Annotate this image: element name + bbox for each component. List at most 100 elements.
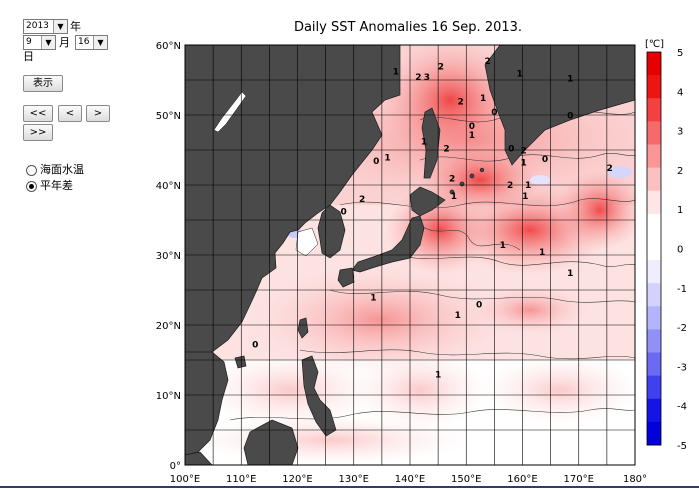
lon-axis-labels: 100°E 110°E 120°E 130°E 140°E 150°E 160°E 170°E…	[170, 474, 647, 485]
lat-tick-label: 60°N	[156, 41, 181, 52]
day-select[interactable]: 16 ▼	[75, 35, 108, 50]
last-button[interactable]: >>	[23, 124, 53, 141]
contour-value-label: 1	[455, 311, 461, 321]
colorbar-tick-label: 0	[677, 245, 683, 256]
land-kuril-island	[479, 167, 485, 173]
contour-value-label: 1	[567, 74, 573, 84]
contour-value-label: 2	[457, 98, 463, 108]
map-title: Daily SST Anomalies 16 Sep. 2013.	[293, 20, 523, 35]
radio-sst[interactable]: 海面水温	[26, 163, 106, 177]
month-select[interactable]: 9 ▼	[23, 35, 56, 50]
contour-value-label: 1	[567, 269, 573, 279]
colorbar	[647, 52, 661, 446]
negative-anomaly-patch	[608, 166, 632, 178]
land-sakhalin	[421, 107, 441, 179]
colorbar-tick-label: -4	[677, 402, 687, 413]
contour-line	[299, 349, 635, 360]
land-hokkaido	[409, 186, 446, 217]
land-taiwan	[297, 317, 309, 339]
contour-value-label: 0	[542, 155, 548, 165]
prev-button[interactable]: <	[58, 105, 82, 122]
year-select[interactable]: 2013 ▼	[23, 19, 68, 34]
lat-tick-label: 20°N	[156, 321, 181, 332]
land-philippines	[301, 355, 337, 437]
colorbar-segment	[647, 283, 661, 307]
lat-tick-label: 0°	[170, 461, 181, 472]
lake-baikal	[213, 91, 247, 133]
contour-value-label: 0	[340, 207, 346, 217]
anomaly-patch	[555, 170, 635, 250]
first-button[interactable]: <<	[23, 105, 53, 122]
land-kuril-island	[469, 173, 475, 179]
contour-value-label: 1	[370, 294, 376, 304]
contour-value-label: 0	[476, 301, 482, 311]
month-select-value: 9	[26, 37, 32, 47]
contour-value-label: 0	[252, 340, 258, 350]
lon-tick-label: 130°E	[339, 474, 369, 485]
land-asia-mainland	[185, 45, 401, 356]
anomaly-patch	[250, 265, 510, 375]
contour-line	[339, 198, 635, 209]
day-unit-label: 日	[23, 50, 34, 63]
radio-circle-icon	[26, 165, 37, 176]
contour-value-label: 1	[480, 94, 486, 104]
colorbar-segment	[647, 352, 661, 377]
contour-value-label: 2	[607, 164, 613, 174]
colorbar-unit: [℃]	[645, 39, 664, 50]
contour-value-label: 3	[424, 73, 430, 83]
land-honshu	[351, 215, 425, 273]
lon-tick-label: 100°E	[170, 474, 200, 485]
contour-value-label: 2	[507, 181, 513, 191]
land-kuril-island	[449, 189, 455, 195]
colorbar-tick-label: -1	[677, 284, 687, 295]
contour-value-label: 1	[520, 158, 526, 168]
contour-value-label: 2	[359, 195, 365, 205]
lon-tick-label: 110°E	[226, 474, 256, 485]
colorbar-segment	[647, 144, 661, 169]
lon-tick-label: 150°E	[451, 474, 481, 485]
lat-axis-labels: 60°N 50°N 40°N 30°N 20°N 10°N 0°	[156, 41, 181, 472]
anomaly-patch	[420, 145, 540, 215]
contour-line	[419, 153, 635, 162]
colorbar-segment	[647, 52, 661, 76]
contour-value-label: 2	[438, 63, 444, 73]
contour-value-label: 1	[469, 131, 475, 141]
next-button[interactable]: >	[86, 105, 110, 122]
contour-value-label: 2	[449, 175, 455, 185]
colorbar-frame	[646, 51, 662, 446]
colorbar-tick-label: 1	[677, 205, 683, 216]
show-button[interactable]: 表示	[23, 75, 63, 92]
colorbar-tick-label: 2	[677, 166, 683, 177]
lon-tick-label: 140°E	[395, 474, 425, 485]
anomaly-patch	[380, 45, 520, 160]
colorbar-tick-label: 5	[677, 48, 683, 59]
anomaly-patch	[350, 350, 490, 430]
bohai-sea	[295, 227, 319, 257]
contour-value-label: 1	[522, 192, 528, 202]
radio-selected-dot-icon	[29, 184, 34, 189]
colorbar-segment	[647, 421, 661, 446]
contour-value-label: 0	[469, 122, 475, 132]
contour-value-label: 2	[443, 144, 449, 154]
contour-value-label: 1	[435, 371, 441, 381]
land-kuril-island	[459, 181, 465, 187]
contour-value-label: 1	[421, 137, 427, 147]
day-select-value: 16	[78, 37, 90, 47]
contour-value-label: 2	[520, 147, 526, 157]
colorbar-segment	[647, 329, 661, 354]
contour-value-label: 2	[415, 73, 421, 83]
year-unit-label: 年	[70, 20, 81, 33]
colorbar-segment	[647, 121, 661, 145]
contour-line	[419, 224, 521, 251]
colorbar-segment	[647, 213, 661, 238]
colorbar-tick-label: -5	[677, 441, 687, 452]
radio-circle-icon	[26, 181, 37, 192]
radio-anomaly[interactable]: 平年差	[26, 179, 106, 193]
colorbar-segment	[647, 375, 661, 400]
contour-lines	[229, 111, 635, 421]
colorbar-segment	[647, 75, 661, 99]
lon-tick-label: 170°E	[564, 474, 594, 485]
lat-tick-label: 40°N	[156, 181, 181, 192]
